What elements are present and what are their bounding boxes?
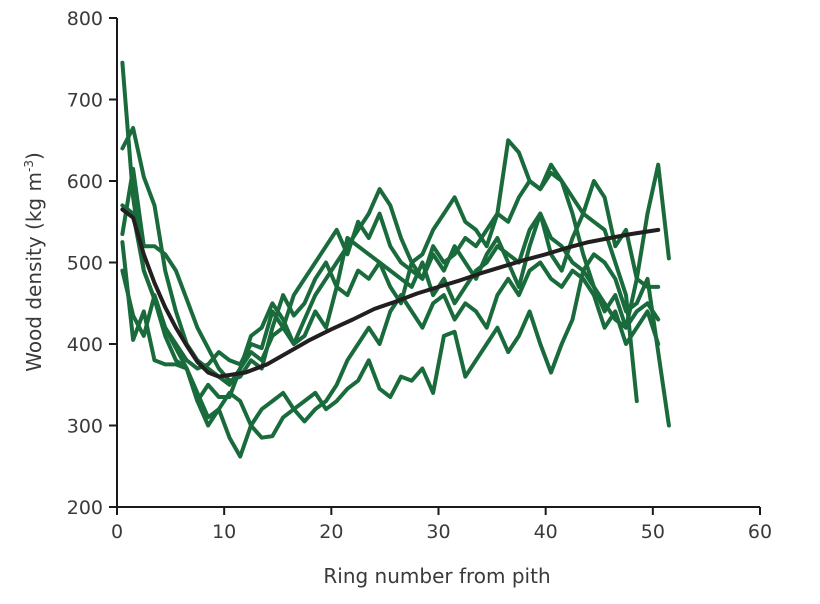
x-tick-label: 40	[534, 521, 558, 543]
y-tick-label: 800	[67, 8, 103, 30]
x-tick-label: 0	[111, 521, 123, 543]
y-tick-label: 600	[67, 171, 103, 193]
series-layer	[120, 60, 671, 459]
y-tick-label: 400	[67, 334, 103, 356]
x-tick-label: 30	[426, 521, 450, 543]
series-line-1	[120, 60, 639, 404]
series-line-4	[120, 162, 671, 404]
ticks: 200 300 400 500 600 700 800 0 10 20 30 40 50 60	[67, 8, 772, 543]
trend-layer	[120, 207, 661, 379]
y-axis-title: Wood density (kg m-3)	[22, 152, 46, 372]
y-axis-title-superscript: -3	[22, 160, 36, 172]
x-tick-label: 50	[641, 521, 665, 543]
y-tick-label: 200	[67, 497, 103, 519]
series-line-6	[120, 203, 661, 428]
x-axis-title: Ring number from pith	[323, 564, 550, 588]
y-axis-title-close: )	[22, 152, 46, 160]
y-axis-title-main: Wood density (kg m	[22, 172, 46, 372]
x-tick-label: 60	[748, 521, 772, 543]
series-line-3	[120, 166, 661, 383]
series-line-2	[120, 126, 661, 387]
y-tick-label: 500	[67, 253, 103, 275]
series-line-5	[120, 240, 671, 459]
y-tick-label: 700	[67, 90, 103, 112]
mean-trend-line	[120, 207, 661, 379]
x-tick-label: 20	[319, 521, 343, 543]
y-tick-label: 300	[67, 416, 103, 438]
x-tick-label: 10	[212, 521, 236, 543]
